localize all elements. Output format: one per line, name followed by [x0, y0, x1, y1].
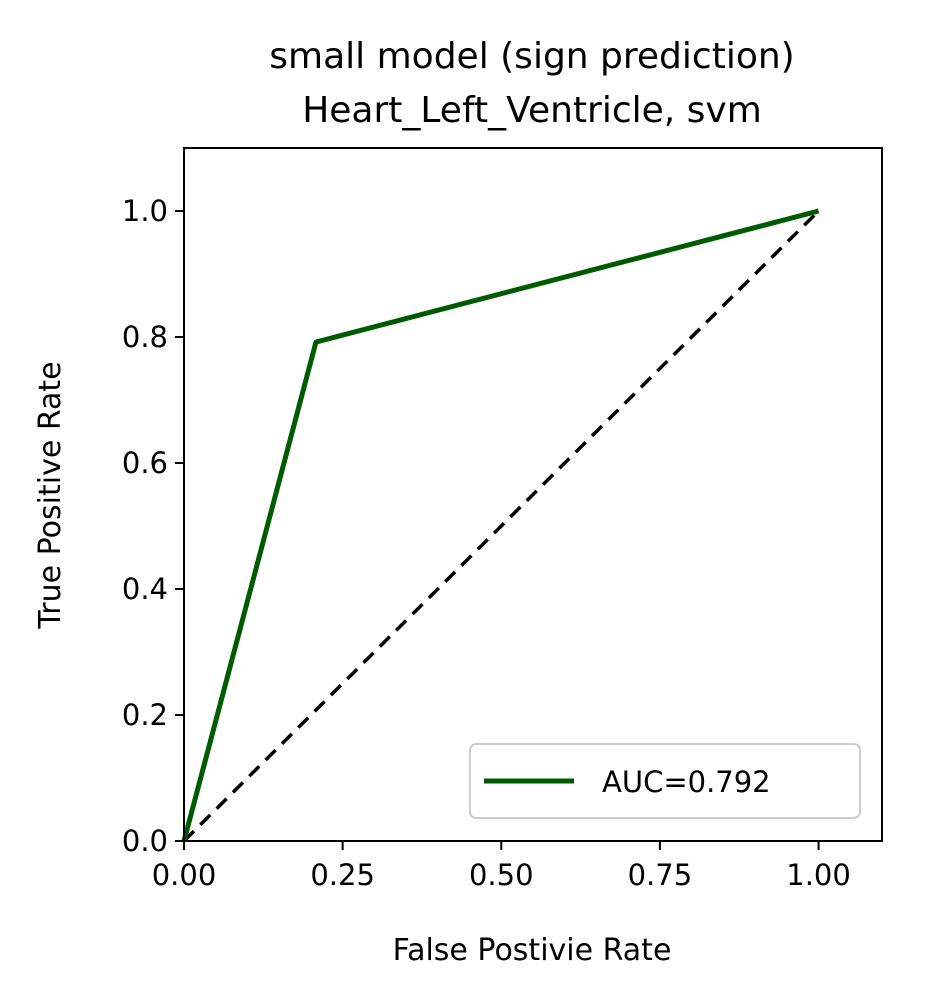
y-tick-label: 0.6 — [122, 446, 168, 480]
plot-series — [181, 208, 820, 843]
x-tick-label: 0.75 — [628, 858, 693, 892]
axis-ticks: 0.00 0.25 0.50 0.75 1.00 0.0 0.2 0.4 0.6 0.8 1.0 — [122, 194, 851, 892]
plot-frame — [183, 147, 883, 842]
x-axis-label: False Postivie Rate — [393, 933, 672, 968]
chart-title: small model (sign prediction) — [269, 36, 794, 77]
x-tick-label: 0.00 — [152, 858, 217, 892]
legend-box — [469, 743, 861, 819]
x-tick-label: 1.00 — [786, 858, 851, 892]
y-axis-label: True Positive Rate — [33, 361, 68, 629]
y-tick-label: 0.8 — [122, 320, 168, 354]
chart-subtitle: Heart_Left_Ventricle, svm — [302, 90, 762, 131]
y-tick-label: 0.2 — [122, 698, 168, 732]
y-tick-label: 1.0 — [122, 194, 168, 228]
x-tick-label: 0.50 — [469, 858, 534, 892]
diagonal-reference-line — [182, 209, 820, 843]
legend-label-auc: AUC=0.792 — [602, 765, 771, 799]
y-tick-label: 0.4 — [122, 572, 168, 606]
roc-curve-line — [181, 208, 820, 842]
x-tick-label: 0.25 — [310, 858, 375, 892]
legend: AUC=0.792 — [469, 743, 861, 819]
y-tick-label: 0.0 — [122, 824, 168, 858]
